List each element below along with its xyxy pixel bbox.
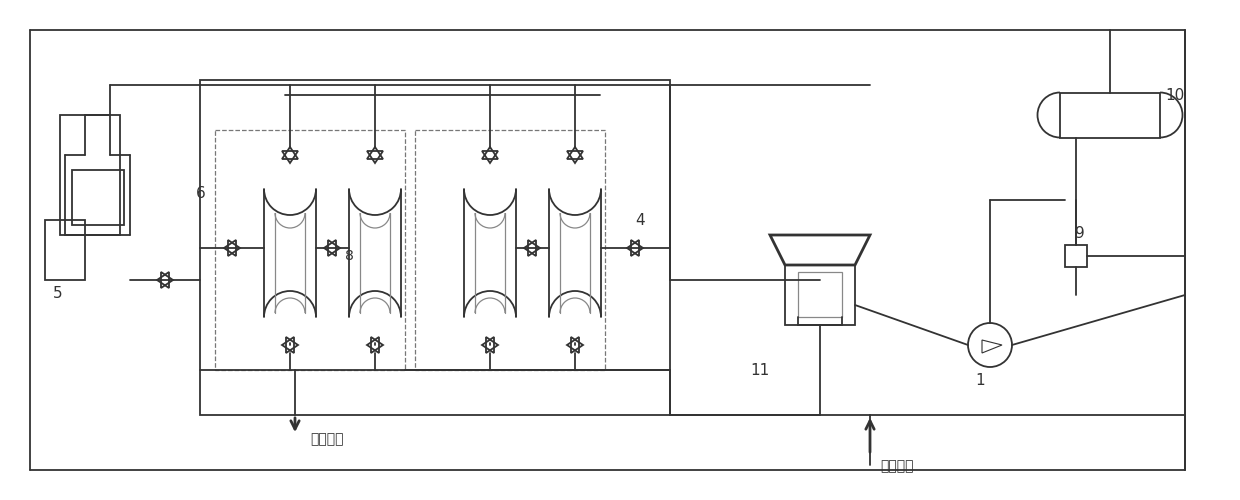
Text: 1: 1 (975, 373, 985, 388)
Text: 反应原料: 反应原料 (880, 459, 914, 473)
Text: 9: 9 (1075, 226, 1085, 241)
Text: 10: 10 (1166, 88, 1184, 103)
Bar (215, 130, 405, 370)
Bar (1060, 92, 1159, 138)
Bar (785, 265, 856, 325)
Bar (200, 80, 670, 415)
Bar (415, 130, 605, 370)
Text: 6: 6 (196, 186, 206, 201)
Bar (45, 220, 86, 280)
Text: 11: 11 (750, 363, 769, 378)
Text: 5: 5 (53, 286, 63, 301)
Bar (799, 272, 842, 317)
Bar (60, 115, 120, 235)
Bar (72, 170, 124, 225)
Text: 4: 4 (635, 213, 645, 228)
Bar (1065, 245, 1087, 267)
Text: 反应产物: 反应产物 (310, 432, 343, 446)
Text: 8: 8 (345, 249, 353, 263)
